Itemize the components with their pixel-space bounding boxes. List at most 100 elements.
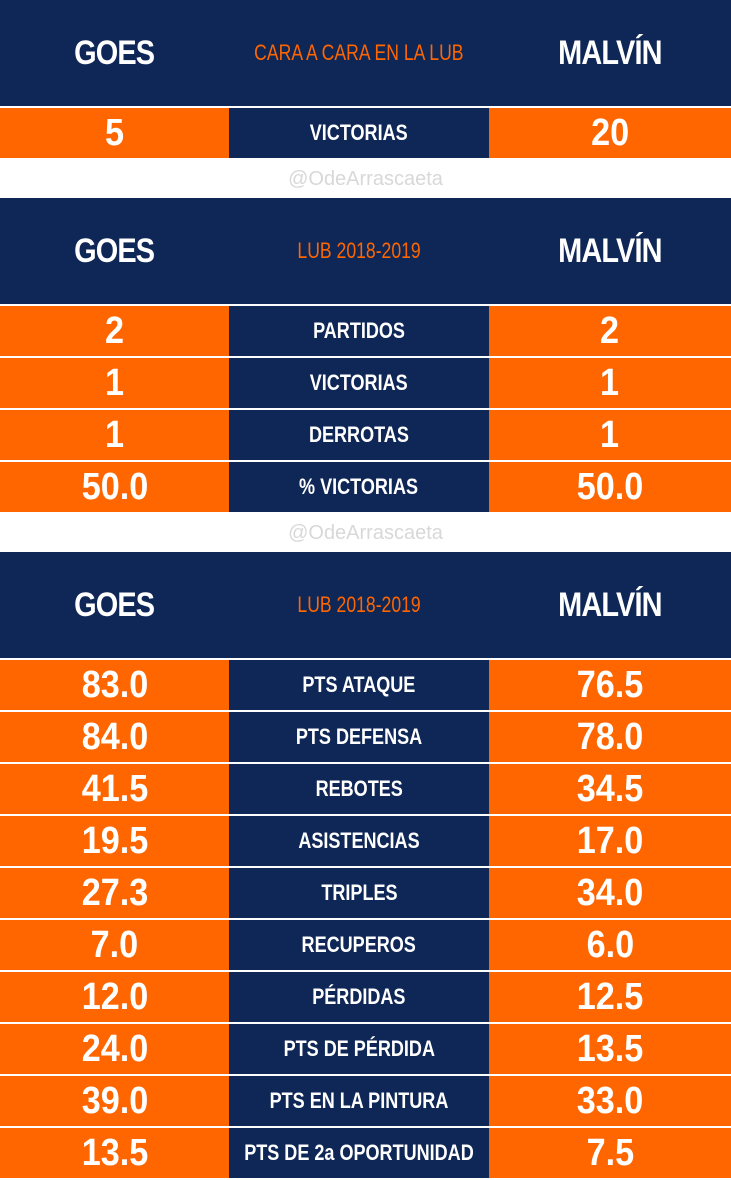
right-value: 78.0	[489, 712, 731, 762]
header-right-text: MALVÍN	[558, 231, 662, 270]
stat-label-text: ASISTENCIAS	[298, 828, 420, 853]
watermark: @OdeArrascaeta	[0, 514, 731, 552]
right-value-text: 7.5	[586, 1131, 634, 1174]
right-value-text: 17.0	[576, 819, 644, 862]
left-value: 1	[0, 358, 229, 408]
stat-label-text: PTS ATAQUE	[302, 672, 416, 697]
stat-label: RECUPEROS	[229, 920, 489, 970]
header-title-text: LUB 2018-2019	[297, 238, 421, 263]
header-right-text: MALVÍN	[558, 33, 662, 72]
left-value-text: 7.0	[90, 923, 139, 966]
right-value: 17.0	[489, 816, 731, 866]
stat-label-text: VICTORIAS	[310, 120, 408, 145]
stat-label: PTS DEFENSA	[229, 712, 489, 762]
header-title: CARA A CARA EN LA LUB	[229, 0, 489, 106]
stat-label: VICTORIAS	[229, 108, 489, 158]
header-left: GOES	[0, 198, 229, 304]
left-value-text: 19.5	[81, 819, 148, 862]
section-header	[0, 198, 731, 304]
right-value-text: 13.5	[576, 1027, 644, 1070]
watermark: @OdeArrascaeta	[0, 160, 731, 198]
stat-label-text: PARTIDOS	[313, 318, 405, 343]
header-right: MALVÍN	[489, 0, 731, 106]
right-value: 12.5	[489, 972, 731, 1022]
header-right: MALVÍN	[489, 198, 731, 304]
stat-label-text: % VICTORIAS	[299, 474, 419, 499]
stat-label-text: PTS DEFENSA	[295, 724, 423, 749]
right-value: 7.5	[489, 1128, 731, 1178]
stat-label: PTS DE PÉRDIDA	[229, 1024, 489, 1074]
left-value: 5	[0, 108, 229, 158]
left-value: 7.0	[0, 920, 229, 970]
stat-label: TRIPLES	[229, 868, 489, 918]
section-header	[0, 0, 731, 106]
header-left: GOES	[0, 0, 229, 106]
right-value: 13.5	[489, 1024, 731, 1074]
header-left: GOES	[0, 552, 229, 658]
stat-label: PTS EN LA PINTURA	[229, 1076, 489, 1126]
left-value-text: 41.5	[81, 767, 148, 810]
stat-label-text: PTS DE PÉRDIDA	[283, 1036, 435, 1061]
header-left-text: GOES	[74, 33, 155, 72]
header-title-text: LUB 2018-2019	[297, 592, 421, 617]
left-value: 41.5	[0, 764, 229, 814]
watermark-text: @OdeArrascaeta	[288, 521, 443, 544]
left-value: 12.0	[0, 972, 229, 1022]
left-value-text: 2	[104, 309, 125, 352]
header-title: LUB 2018-2019	[229, 198, 489, 304]
right-value: 1	[489, 410, 731, 460]
stat-label: DERROTAS	[229, 410, 489, 460]
left-value: 50.0	[0, 462, 229, 512]
stat-label-text: PTS DE 2a OPORTUNIDAD	[244, 1140, 474, 1165]
left-value-text: 27.3	[81, 871, 148, 914]
header-right: MALVÍN	[489, 552, 731, 658]
stat-label-text: PTS EN LA PINTURA	[269, 1088, 449, 1113]
left-value: 19.5	[0, 816, 229, 866]
stat-label: PTS DE 2a OPORTUNIDAD	[229, 1128, 489, 1178]
left-value-text: 1	[104, 413, 125, 456]
stat-label-text: VICTORIAS	[310, 370, 408, 395]
left-value: 13.5	[0, 1128, 229, 1178]
left-value-text: 13.5	[81, 1131, 148, 1174]
left-value-text: 83.0	[81, 663, 148, 706]
stat-label: % VICTORIAS	[229, 462, 489, 512]
left-value-text: 24.0	[81, 1027, 148, 1070]
right-value: 2	[489, 306, 731, 356]
left-value: 1	[0, 410, 229, 460]
right-value-text: 1	[600, 413, 620, 456]
left-value: 83.0	[0, 660, 229, 710]
stat-label-text: DERROTAS	[309, 422, 409, 447]
right-value: 34.5	[489, 764, 731, 814]
left-value-text: 39.0	[81, 1079, 148, 1122]
stat-label: PTS ATAQUE	[229, 660, 489, 710]
right-value-text: 78.0	[576, 715, 644, 758]
header-left-text: GOES	[74, 231, 155, 270]
right-value: 20	[489, 108, 731, 158]
right-value-text: 1	[600, 361, 620, 404]
right-value: 1	[489, 358, 731, 408]
left-value: 84.0	[0, 712, 229, 762]
stat-label-text: REBOTES	[315, 776, 403, 801]
header-title: LUB 2018-2019	[229, 552, 489, 658]
right-value: 6.0	[489, 920, 731, 970]
stat-label: REBOTES	[229, 764, 489, 814]
stat-label-text: RECUPEROS	[301, 932, 417, 957]
left-value: 39.0	[0, 1076, 229, 1126]
right-value-text: 6.0	[586, 923, 634, 966]
header-right-text: MALVÍN	[558, 585, 662, 624]
left-value-text: 50.0	[81, 465, 148, 508]
left-value: 27.3	[0, 868, 229, 918]
left-value-text: 84.0	[81, 715, 148, 758]
right-value-text: 12.5	[576, 975, 644, 1018]
right-value: 76.5	[489, 660, 731, 710]
section-header	[0, 552, 731, 658]
right-value-text: 33.0	[576, 1079, 644, 1122]
left-value-text: 1	[104, 361, 125, 404]
right-value-text: 50.0	[576, 465, 644, 508]
right-value: 34.0	[489, 868, 731, 918]
header-title-text: CARA A CARA EN LA LUB	[254, 40, 464, 65]
stat-label-text: TRIPLES	[320, 880, 398, 905]
right-value-text: 76.5	[576, 663, 644, 706]
left-value-text: 5	[104, 111, 125, 154]
